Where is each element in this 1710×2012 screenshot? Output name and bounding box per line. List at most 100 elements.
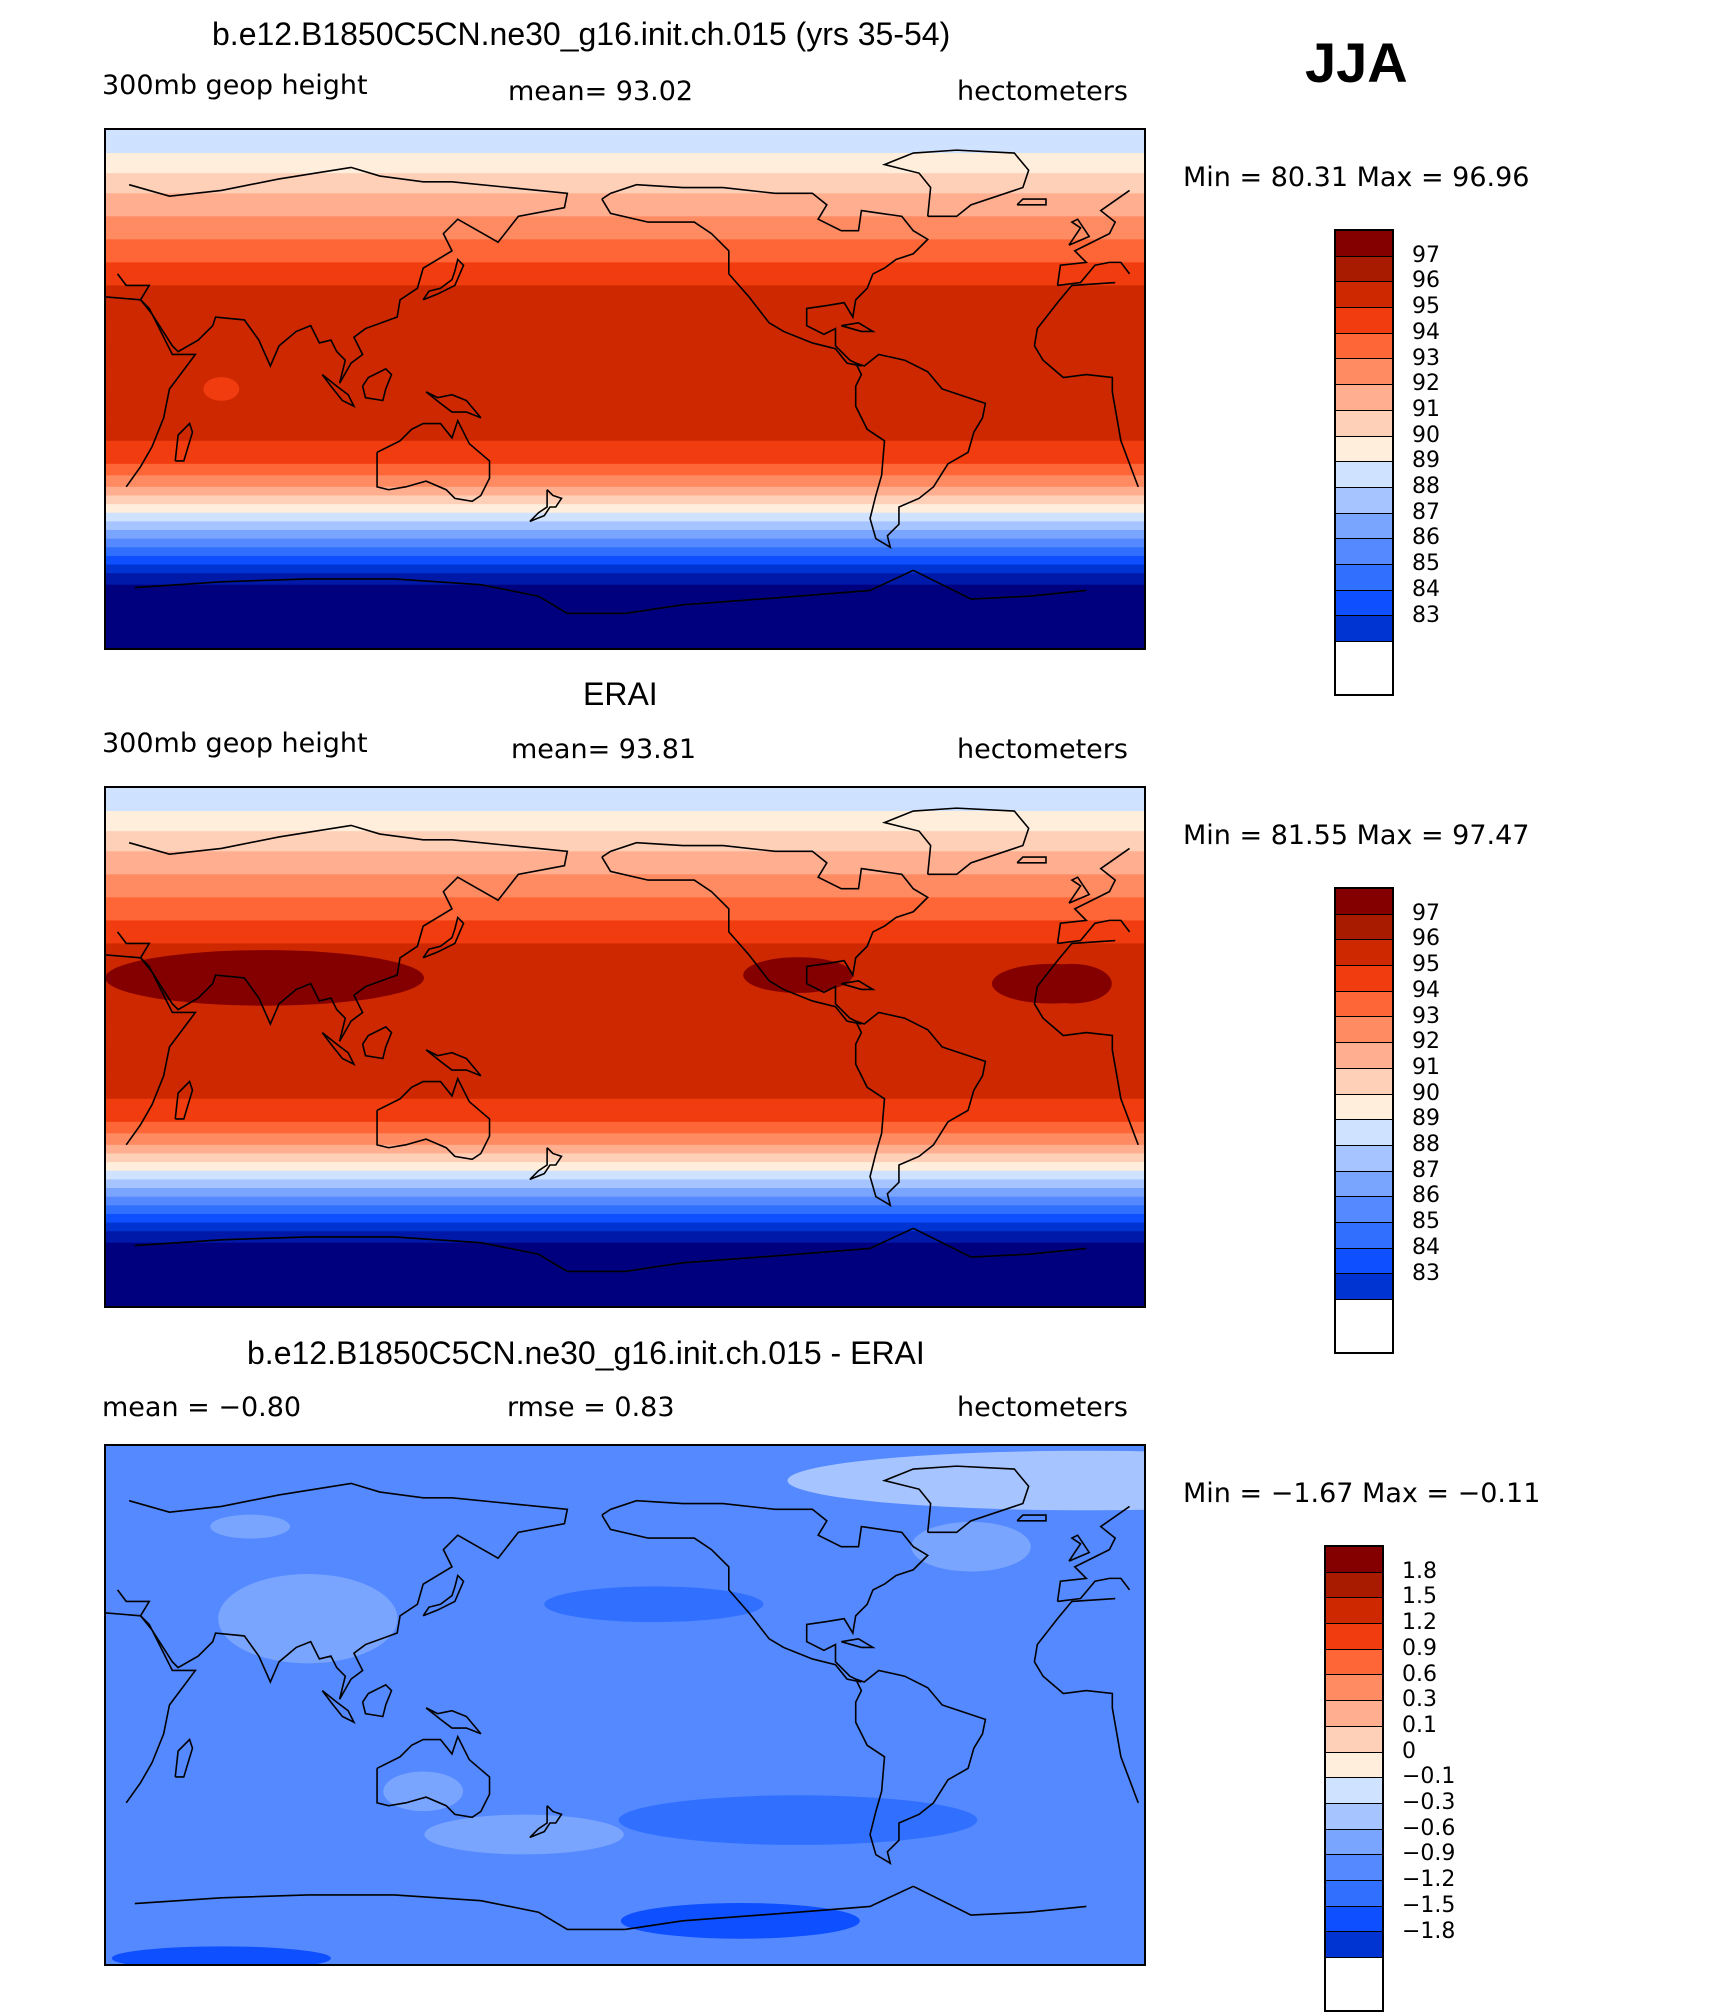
color-swatch bbox=[1326, 1624, 1382, 1650]
color-swatch bbox=[1336, 385, 1392, 411]
coastline bbox=[134, 1885, 1087, 1931]
color-swatch bbox=[1336, 1197, 1392, 1223]
contour-features bbox=[203, 377, 240, 401]
coastline bbox=[1068, 1534, 1091, 1562]
variable-label: 300mb geop height bbox=[102, 70, 368, 101]
coastline bbox=[1068, 876, 1091, 904]
coastline bbox=[376, 1734, 491, 1819]
color-swatch bbox=[1336, 359, 1392, 386]
color-bar-tick-label: −0.1 bbox=[1402, 1764, 1456, 1790]
units-label: hectometers bbox=[957, 76, 1128, 107]
coastline bbox=[854, 1011, 987, 1207]
color-bar-tick-label: 85 bbox=[1412, 1209, 1440, 1235]
min-max-label: Min = 81.55 Max = 97.47 bbox=[1183, 820, 1530, 851]
coastline bbox=[841, 321, 876, 333]
color-bar-tick-label: 84 bbox=[1412, 1234, 1440, 1260]
color-bar-tick-label: 85 bbox=[1412, 551, 1440, 577]
units-label: hectometers bbox=[957, 734, 1128, 765]
coastline bbox=[881, 807, 1030, 876]
coastline bbox=[174, 1738, 194, 1778]
coastline bbox=[174, 1080, 194, 1120]
color-bar-tick-label: −1.5 bbox=[1402, 1892, 1456, 1918]
color-bar-swatches bbox=[1334, 229, 1394, 696]
contour-bands bbox=[106, 788, 1144, 1306]
color-bar-tick-label: 92 bbox=[1412, 1029, 1440, 1055]
coastline bbox=[841, 1637, 876, 1649]
color-swatch bbox=[1336, 914, 1392, 941]
color-bar-swatches bbox=[1334, 887, 1394, 1354]
color-swatch bbox=[1326, 1803, 1382, 1830]
color-swatch bbox=[1336, 333, 1392, 360]
color-swatch bbox=[1336, 564, 1392, 591]
color-bar-tick-label: 96 bbox=[1412, 926, 1440, 952]
color-bar-tick-label: 1.2 bbox=[1402, 1610, 1437, 1636]
color-bar-tick-label: 83 bbox=[1412, 602, 1440, 628]
color-bar-tick-label: −1.2 bbox=[1402, 1867, 1456, 1893]
coastline bbox=[425, 391, 482, 419]
contour-field bbox=[106, 130, 1144, 648]
coastline bbox=[601, 183, 930, 367]
coastline bbox=[422, 915, 465, 959]
color-swatch bbox=[1326, 1880, 1382, 1907]
coastlines bbox=[106, 807, 1139, 1273]
coastline bbox=[376, 1076, 491, 1161]
color-swatch bbox=[1336, 436, 1392, 463]
color-swatch bbox=[1336, 590, 1392, 617]
color-bar-tick-label: 1.8 bbox=[1402, 1558, 1437, 1584]
color-swatch bbox=[1336, 308, 1392, 334]
color-swatch bbox=[1336, 256, 1392, 283]
color-bar-tick-label: 1.5 bbox=[1402, 1584, 1437, 1610]
color-swatch bbox=[1326, 1932, 1382, 1958]
color-swatch bbox=[1336, 889, 1392, 915]
coastline bbox=[841, 979, 876, 991]
color-bar-tick-label: 91 bbox=[1412, 396, 1440, 422]
color-swatch bbox=[1336, 1017, 1392, 1044]
coastline bbox=[601, 1499, 930, 1683]
coastline bbox=[174, 422, 194, 462]
color-swatch bbox=[1326, 1649, 1382, 1676]
coastline bbox=[321, 373, 356, 409]
color-bar-tick-label: 0.6 bbox=[1402, 1661, 1437, 1687]
color-swatch bbox=[1336, 1222, 1392, 1249]
mean-label: mean = −0.80 bbox=[102, 1392, 302, 1423]
coastline bbox=[321, 1031, 356, 1067]
min-max-label: Min = −1.67 Max = −0.11 bbox=[1183, 1478, 1541, 1509]
contour-bands bbox=[106, 130, 1144, 648]
coastline bbox=[1016, 198, 1047, 206]
map-plot bbox=[104, 786, 1146, 1308]
color-bar-tick-label: 94 bbox=[1412, 319, 1440, 345]
color-bar-tick-label: 90 bbox=[1412, 1080, 1440, 1106]
color-bar-tick-label: 83 bbox=[1412, 1260, 1440, 1286]
color-bar-tick-label: 93 bbox=[1412, 345, 1440, 371]
color-bar-tick-label: 90 bbox=[1412, 422, 1440, 448]
color-bar-tick-label: 88 bbox=[1412, 1132, 1440, 1157]
coastline bbox=[1016, 1514, 1047, 1522]
color-swatch bbox=[1336, 282, 1392, 309]
coastline bbox=[376, 418, 491, 503]
map-plot bbox=[104, 1444, 1146, 1966]
color-swatch bbox=[1326, 1572, 1382, 1599]
color-bar-tick-label: 97 bbox=[1412, 242, 1440, 268]
color-swatch bbox=[1336, 1094, 1392, 1121]
units-label: hectometers bbox=[957, 1392, 1128, 1423]
color-swatch bbox=[1336, 1068, 1392, 1095]
mean-label: mean= 93.81 bbox=[511, 734, 697, 765]
panel-title: b.e12.B1850C5CN.ne30_g16.init.ch.015 (yr… bbox=[212, 16, 951, 52]
color-swatch bbox=[1336, 1145, 1392, 1172]
coastline bbox=[134, 1227, 1087, 1273]
color-swatch bbox=[1336, 1274, 1392, 1300]
coastline bbox=[422, 1573, 465, 1617]
coastline bbox=[134, 569, 1087, 615]
panel-title: b.e12.B1850C5CN.ne30_g16.init.ch.015 - E… bbox=[247, 1335, 925, 1371]
color-bar-tick-label: 89 bbox=[1412, 448, 1440, 474]
color-bar-tick-label: 89 bbox=[1412, 1106, 1440, 1132]
contour-features bbox=[106, 950, 1112, 1006]
season-label: JJA bbox=[1305, 31, 1408, 94]
color-bar-tick-label: 87 bbox=[1412, 1157, 1440, 1183]
coastline bbox=[1068, 218, 1091, 246]
color-swatch bbox=[1336, 1171, 1392, 1198]
variable-label: 300mb geop height bbox=[102, 728, 368, 759]
coastline bbox=[425, 1049, 482, 1077]
color-swatch bbox=[1326, 1778, 1382, 1804]
coastline bbox=[854, 1669, 987, 1865]
